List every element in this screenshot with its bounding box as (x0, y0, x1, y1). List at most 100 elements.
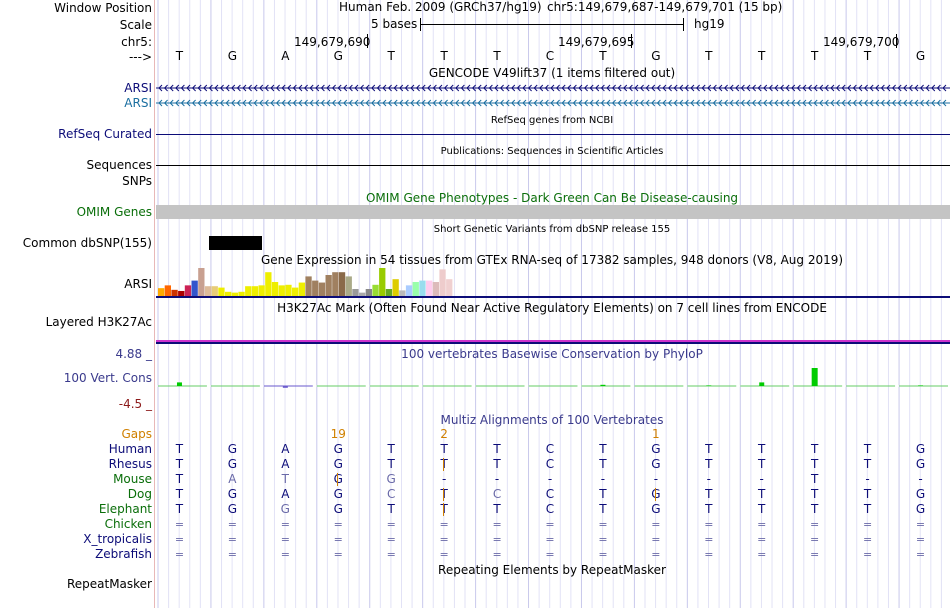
gtex-tissue-bar[interactable] (298, 282, 305, 296)
h3k27ac-title: H3K27Ac Mark (Often Found Near Active Re… (277, 301, 827, 315)
omim-feature-bar[interactable] (156, 205, 950, 219)
gtex-tissue-bar[interactable] (231, 292, 238, 296)
unalignable-marker: = (915, 533, 926, 546)
aligned-base: T (387, 442, 395, 456)
phylop-max: 4.88 _ (115, 347, 152, 361)
gtex-tissue-bar[interactable] (292, 287, 299, 296)
species-label[interactable]: Zebrafish (95, 547, 152, 561)
aligned-base: T (493, 457, 501, 471)
gtex-tissue-bar[interactable] (399, 290, 406, 296)
gtex-tissue-bar[interactable] (238, 291, 245, 296)
gtex-tissue-bar[interactable] (271, 282, 279, 296)
phylop-score-bar (282, 386, 288, 388)
aligned-base: C (545, 487, 555, 501)
aligned-base: T (705, 457, 713, 471)
gtex-tissue-bar[interactable] (251, 286, 259, 296)
omim-label[interactable]: OMIM Genes (76, 205, 152, 219)
gtex-tissue-bar[interactable] (178, 290, 185, 296)
gtex-tissue-bar[interactable] (218, 287, 225, 296)
gtex-tissue-bar[interactable] (412, 282, 419, 296)
phylop-signal[interactable] (156, 354, 950, 410)
insertion-mark (443, 458, 445, 471)
gencode-track-2-label[interactable]: ARSI (124, 96, 152, 110)
gtex-tissue-bar[interactable] (171, 289, 178, 296)
gtex-tissue-bar[interactable] (345, 276, 352, 296)
ref-base: T (175, 49, 184, 63)
sequences-label[interactable]: Sequences (86, 158, 152, 172)
gtex-tissue-bar[interactable] (446, 279, 453, 296)
gtex-tissue-bar[interactable] (426, 280, 433, 296)
species-label[interactable]: Elephant (98, 502, 152, 516)
aligned-base: T (705, 502, 713, 516)
gtex-tissue-bar[interactable] (419, 280, 426, 296)
dbsnp-label[interactable]: Common dbSNP(155) (22, 236, 152, 250)
refseq-label[interactable]: RefSeq Curated (58, 127, 152, 141)
gtex-tissue-bar[interactable] (164, 285, 171, 296)
unalignable-marker: = (598, 548, 608, 561)
aligned-base: T (387, 457, 395, 471)
phylop-title: 100 vertebrates Basewise Conservation by… (401, 347, 703, 361)
gtex-tissue-bar[interactable] (379, 268, 386, 296)
species-label[interactable]: Dog (127, 487, 152, 501)
gtex-tissue-bar[interactable] (392, 279, 399, 296)
aligned-base: - (441, 472, 447, 486)
gtex-label[interactable]: ARSI (124, 277, 152, 291)
gtex-tissue-bar[interactable] (265, 272, 272, 296)
aligned-base: T (175, 442, 184, 456)
unalignable-marker: = (227, 548, 237, 561)
phylop-label[interactable]: 100 Vert. Cons (63, 371, 152, 385)
aligned-base: G (280, 502, 290, 516)
gtex-tissue-bar[interactable] (365, 289, 372, 296)
gtex-tissue-bar[interactable] (278, 285, 285, 296)
gtex-tissue-bar[interactable] (158, 288, 165, 296)
gencode-track-1-label[interactable]: ARSI (124, 81, 152, 95)
species-label[interactable]: Human (108, 442, 152, 456)
gtex-tissue-bar[interactable] (211, 286, 218, 296)
species-label[interactable]: Mouse (113, 472, 152, 486)
unalignable-marker: = (333, 548, 343, 561)
species-label[interactable]: Chicken (104, 517, 152, 531)
gtex-tissue-bar[interactable] (225, 291, 232, 296)
aligned-base: G (227, 487, 238, 501)
dbsnp-variant[interactable] (209, 236, 262, 250)
gtex-tissue-bar[interactable] (332, 272, 339, 296)
gencode-track-2-strand[interactable] (156, 96, 950, 110)
gtex-bar-chart[interactable] (156, 268, 950, 298)
phylop-score-bar (759, 382, 765, 386)
gtex-tissue-bar[interactable] (258, 285, 265, 296)
gtex-tissue-bar[interactable] (359, 292, 366, 296)
gtex-tissue-bar[interactable] (204, 286, 212, 296)
gencode-track-1-strand[interactable] (156, 81, 950, 95)
gtex-tissue-bar[interactable] (372, 284, 379, 296)
species-label[interactable]: Rhesus (108, 457, 152, 471)
gtex-tissue-bar[interactable] (405, 285, 413, 296)
gtex-tissue-bar[interactable] (385, 289, 393, 296)
unalignable-marker: = (704, 518, 714, 531)
gtex-tissue-bar[interactable] (312, 280, 319, 296)
repeatmasker-label[interactable]: RepeatMasker (66, 577, 152, 591)
aligned-base: G (651, 442, 661, 456)
snps-label[interactable]: SNPs (122, 174, 152, 188)
gtex-tissue-bar[interactable] (352, 289, 359, 296)
aligned-base: T (758, 502, 766, 516)
gtex-tissue-bar[interactable] (191, 280, 198, 296)
species-label[interactable]: X_tropicalis (83, 532, 152, 546)
aligned-base: C (545, 442, 555, 456)
gtex-tissue-bar[interactable] (198, 268, 205, 296)
aligned-base: T (281, 472, 289, 486)
gtex-tissue-bar[interactable] (245, 286, 252, 296)
ref-base: G (651, 49, 661, 63)
gtex-tissue-bar[interactable] (184, 285, 192, 296)
gtex-tissue-bar[interactable] (338, 272, 346, 296)
gtex-tissue-bar[interactable] (432, 282, 439, 296)
ref-base: T (493, 49, 501, 63)
gtex-tissue-bar[interactable] (325, 275, 332, 296)
gtex-tissue-bar[interactable] (439, 269, 446, 296)
gtex-tissue-bar[interactable] (285, 284, 292, 296)
aligned-base: C (386, 487, 396, 501)
h3k27ac-label[interactable]: Layered H3K27Ac (45, 315, 152, 329)
phylop-score-bar (811, 368, 818, 386)
aligned-base: G (333, 472, 343, 486)
gtex-tissue-bar[interactable] (305, 276, 312, 296)
gtex-tissue-bar[interactable] (318, 282, 326, 296)
